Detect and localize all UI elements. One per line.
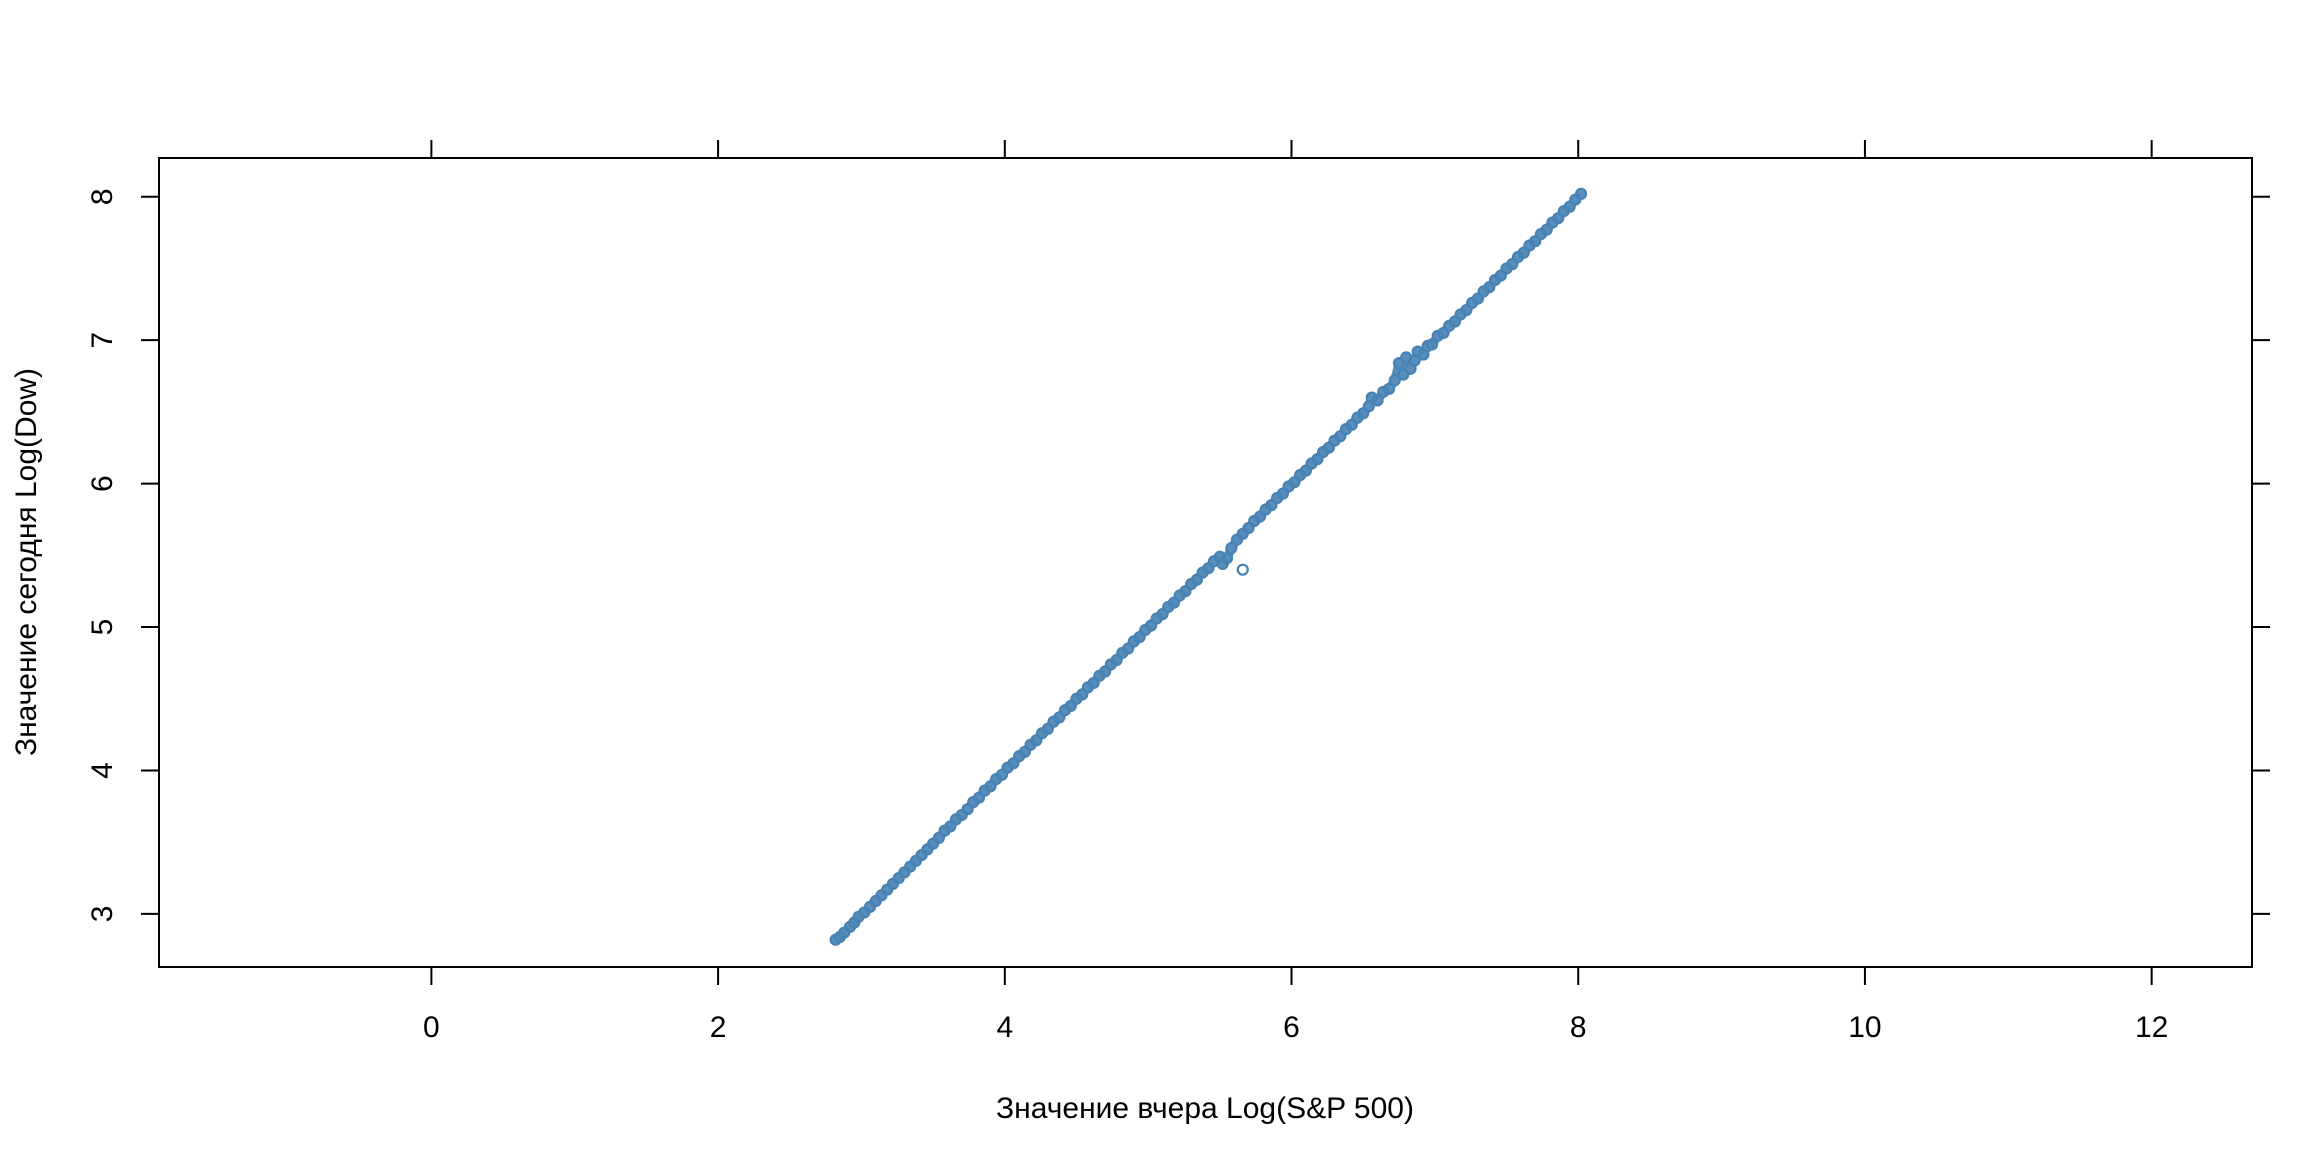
y-tick-label: 6 <box>86 475 119 492</box>
y-axis-label: Значение сегодня Log(Dow) <box>10 368 43 756</box>
y-axis-right-ticks <box>2252 195 2270 915</box>
x-axis-top-ticks <box>430 140 2153 158</box>
data-point-band <box>831 189 1586 945</box>
y-tick-label: 5 <box>86 619 119 636</box>
x-tick-label: 12 <box>2135 1011 2168 1044</box>
x-tick-label: 2 <box>710 1011 727 1044</box>
y-axis-left-ticks: 3 4 5 6 7 8 <box>86 188 159 922</box>
y-tick-label: 3 <box>86 906 119 923</box>
y-tick-label: 4 <box>86 762 119 779</box>
x-axis-label: Значение вчера Log(S&P 500) <box>996 1092 1414 1125</box>
x-tick-label: 6 <box>1283 1011 1300 1044</box>
data-point <box>1236 563 1249 576</box>
x-axis-bottom-ticks: 0 2 4 6 8 10 12 <box>423 967 2168 1044</box>
x-tick-label: 0 <box>423 1011 440 1044</box>
plot-frame <box>158 157 2253 968</box>
y-tick-label: 8 <box>86 188 119 205</box>
x-tick-label: 10 <box>1848 1011 1881 1044</box>
x-tick-label: 8 <box>1570 1011 1587 1044</box>
data-points <box>829 187 1588 946</box>
x-tick-label: 4 <box>996 1011 1013 1044</box>
y-tick-label: 7 <box>86 332 119 349</box>
